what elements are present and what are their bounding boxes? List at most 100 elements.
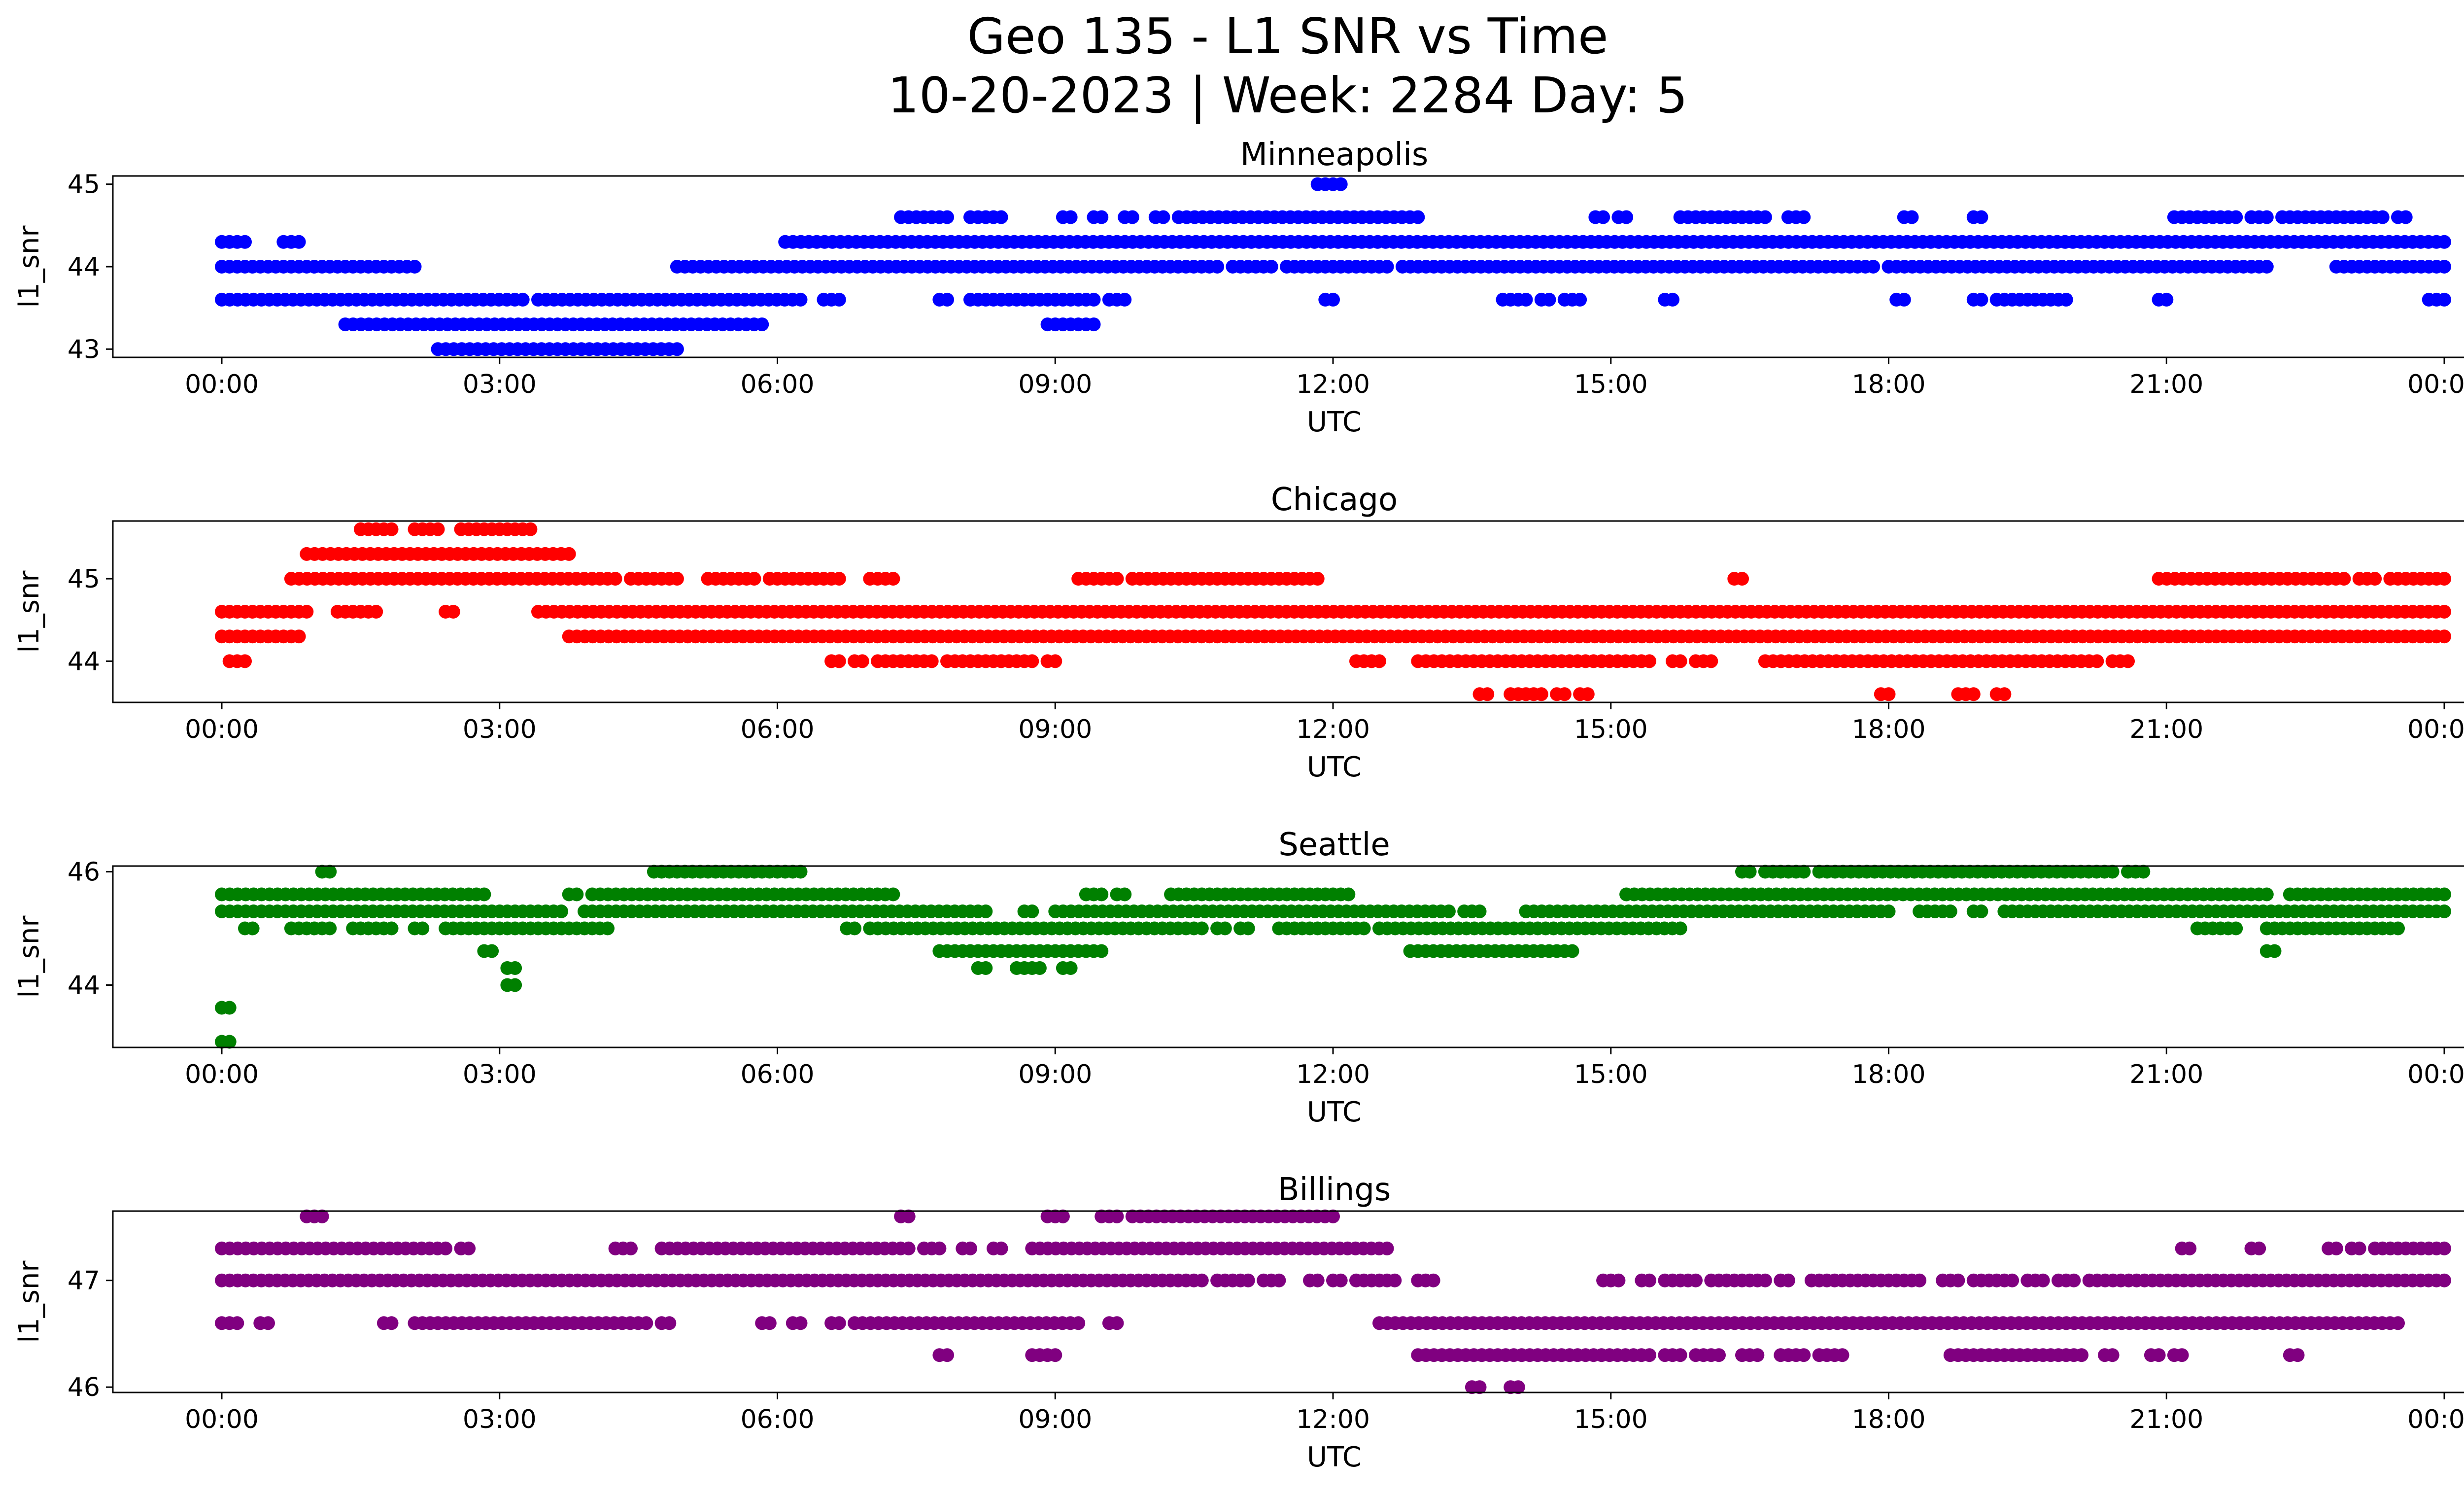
x-tick-label: 00:00 xyxy=(2407,715,2464,744)
data-point xyxy=(245,921,260,936)
data-point xyxy=(940,1348,954,1362)
data-point xyxy=(793,865,808,879)
data-point xyxy=(886,572,900,586)
data-point xyxy=(1411,210,1425,224)
data-points xyxy=(215,1209,2451,1394)
data-point xyxy=(1334,1273,1348,1287)
data-point xyxy=(384,1316,399,1330)
data-point xyxy=(238,654,252,668)
x-tick-label: 12:00 xyxy=(1296,1405,1370,1434)
data-point xyxy=(2398,210,2413,224)
data-point xyxy=(384,921,399,936)
data-point xyxy=(1750,1348,1765,1362)
data-point xyxy=(1897,292,1911,307)
x-axis-label: UTC xyxy=(1307,1096,1362,1128)
y-tick-label: 46 xyxy=(68,858,100,887)
data-point xyxy=(979,904,993,918)
data-point xyxy=(1326,1209,1340,1223)
data-point xyxy=(431,522,445,536)
data-point xyxy=(1743,865,1757,879)
x-tick-label: 00:00 xyxy=(2407,1060,2464,1089)
data-point xyxy=(1511,1380,1525,1394)
data-point xyxy=(1025,904,1039,918)
data-point xyxy=(1882,687,1896,701)
data-point xyxy=(1797,865,1811,879)
data-points xyxy=(215,177,2451,356)
x-tick-label: 21:00 xyxy=(2129,1405,2203,1434)
x-tick-label: 00:00 xyxy=(2407,370,2464,399)
data-point xyxy=(2059,292,2073,307)
data-point xyxy=(1997,687,2012,701)
data-point xyxy=(1095,887,1109,902)
y-tick-label: 44 xyxy=(68,252,100,282)
x-tick-label: 09:00 xyxy=(1018,370,1092,399)
data-point xyxy=(940,292,954,307)
subplot-title: Billings xyxy=(1278,1172,1391,1208)
data-point xyxy=(1480,687,1495,701)
data-point xyxy=(384,522,399,536)
data-point xyxy=(562,547,576,561)
data-point xyxy=(1326,292,1340,307)
data-point xyxy=(2437,292,2451,307)
data-point xyxy=(222,1001,237,1015)
x-tick-label: 21:00 xyxy=(2129,715,2203,744)
data-point xyxy=(1882,904,1896,918)
data-point xyxy=(1264,260,1278,274)
data-point xyxy=(670,342,684,356)
data-point xyxy=(1542,292,1556,307)
figure-title-line2: 10-20-2023 | Week: 2284 Day: 5 xyxy=(888,67,1688,124)
data-point xyxy=(1118,292,1132,307)
plot-frame xyxy=(112,1210,2464,1393)
data-point xyxy=(832,1316,846,1330)
data-point xyxy=(2291,1348,2305,1362)
data-point xyxy=(1913,1273,1927,1287)
data-point xyxy=(2437,605,2451,619)
data-point xyxy=(1974,904,1988,918)
plot-frame xyxy=(112,865,2464,1048)
x-tick-label: 21:00 xyxy=(2129,1060,2203,1089)
data-point xyxy=(994,210,1008,224)
data-point xyxy=(2105,865,2120,879)
data-point xyxy=(1095,944,1109,958)
data-point xyxy=(2075,1348,2088,1362)
data-point xyxy=(570,887,584,902)
data-point xyxy=(1596,210,1610,224)
subplot-billings: Billings 00:00 03:00 06:00 09:00 12:00 15:00 18… xyxy=(13,1172,2464,1473)
data-point xyxy=(1943,904,1957,918)
data-point xyxy=(1195,921,1209,936)
data-point xyxy=(292,235,306,249)
data-point xyxy=(1472,904,1487,918)
data-point xyxy=(230,1316,244,1330)
data-point xyxy=(662,1316,677,1330)
data-point xyxy=(1095,210,1109,224)
data-point xyxy=(1110,1316,1124,1330)
y-tick-label: 44 xyxy=(68,971,100,1001)
x-tick-label: 06:00 xyxy=(741,1060,815,1089)
x-axis-label: UTC xyxy=(1307,751,1362,783)
data-point xyxy=(1974,210,1988,224)
data-point xyxy=(1735,572,1749,586)
y-axis-label: l1_snr xyxy=(13,225,45,308)
data-point xyxy=(1241,921,1255,936)
data-point xyxy=(554,904,568,918)
data-point xyxy=(2391,921,2405,936)
x-tick-label: 09:00 xyxy=(1018,1405,1092,1434)
data-point xyxy=(2259,260,2274,274)
data-point xyxy=(1087,317,1101,332)
data-point xyxy=(793,292,808,307)
data-point xyxy=(2437,904,2451,918)
data-point xyxy=(508,978,522,992)
data-point xyxy=(1951,1273,1965,1287)
subplot-title: Chicago xyxy=(1271,482,1398,518)
data-point xyxy=(300,605,314,619)
data-point xyxy=(2105,1348,2120,1362)
data-point xyxy=(1063,961,1078,975)
x-tick-label: 18:00 xyxy=(1852,1060,1926,1089)
x-tick-label: 06:00 xyxy=(741,370,815,399)
data-point xyxy=(408,260,422,274)
data-point xyxy=(1218,921,1232,936)
data-point xyxy=(1156,210,1170,224)
data-point xyxy=(1310,572,1325,586)
data-point xyxy=(1611,1273,1626,1287)
data-point xyxy=(1974,292,1988,307)
